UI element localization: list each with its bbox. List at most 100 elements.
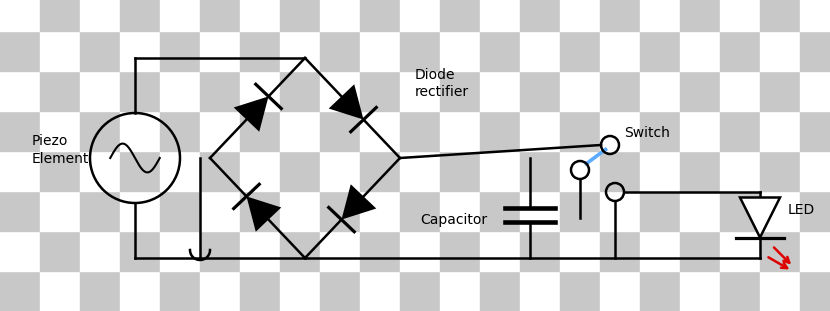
Bar (280, 231, 320, 271)
Bar (200, 151, 240, 191)
Bar (720, 271, 760, 311)
Bar (800, 271, 830, 311)
Bar (360, 71, 400, 111)
Polygon shape (234, 96, 269, 132)
Bar (160, 111, 200, 151)
Bar (280, 31, 320, 71)
Bar (40, 31, 80, 71)
Bar (240, 191, 280, 231)
Bar (160, 0, 200, 31)
Bar (760, 31, 800, 71)
Bar (760, 71, 800, 111)
Bar (720, 231, 760, 271)
Bar (200, 231, 240, 271)
Bar (280, 111, 320, 151)
Bar (160, 191, 200, 231)
Bar (680, 111, 720, 151)
Text: Piezo
Element: Piezo Element (32, 134, 90, 166)
Bar (800, 111, 830, 151)
Bar (760, 111, 800, 151)
Bar (480, 31, 520, 71)
Bar (520, 71, 560, 111)
Bar (160, 231, 200, 271)
Bar (320, 71, 360, 111)
Bar (800, 231, 830, 271)
Bar (680, 231, 720, 271)
Bar (680, 151, 720, 191)
Bar (0, 231, 40, 271)
Bar (120, 71, 160, 111)
Bar (760, 151, 800, 191)
Bar (360, 111, 400, 151)
Bar (560, 71, 600, 111)
Bar (560, 111, 600, 151)
Bar (160, 271, 200, 311)
Text: Capacitor: Capacitor (420, 213, 487, 227)
Bar (80, 191, 120, 231)
Bar (640, 151, 680, 191)
Bar (680, 31, 720, 71)
Bar (40, 191, 80, 231)
Bar (440, 191, 480, 231)
Bar (0, 191, 40, 231)
Bar (560, 31, 600, 71)
Bar (440, 111, 480, 151)
Bar (800, 71, 830, 111)
Bar (360, 31, 400, 71)
Bar (760, 0, 800, 31)
Bar (520, 271, 560, 311)
Bar (640, 271, 680, 311)
Bar (320, 231, 360, 271)
Text: LED: LED (788, 202, 815, 216)
Bar (800, 151, 830, 191)
Bar (0, 71, 40, 111)
Bar (600, 191, 640, 231)
Bar (240, 151, 280, 191)
Bar (80, 71, 120, 111)
Bar (480, 271, 520, 311)
Bar (80, 271, 120, 311)
Bar (760, 191, 800, 231)
Bar (360, 231, 400, 271)
Bar (360, 271, 400, 311)
Bar (200, 191, 240, 231)
Bar (240, 231, 280, 271)
Bar (120, 191, 160, 231)
Bar (120, 271, 160, 311)
Bar (120, 231, 160, 271)
Polygon shape (740, 197, 780, 238)
Bar (520, 231, 560, 271)
Bar (280, 71, 320, 111)
Bar (640, 191, 680, 231)
Polygon shape (341, 184, 376, 220)
Bar (320, 31, 360, 71)
Bar (200, 0, 240, 31)
Bar (40, 111, 80, 151)
Bar (440, 231, 480, 271)
Bar (280, 271, 320, 311)
Bar (320, 111, 360, 151)
Bar (280, 151, 320, 191)
Bar (680, 0, 720, 31)
Bar (760, 271, 800, 311)
Bar (400, 111, 440, 151)
Bar (600, 111, 640, 151)
Bar (480, 231, 520, 271)
Bar (360, 191, 400, 231)
Bar (0, 0, 40, 31)
Text: Diode
rectifier: Diode rectifier (415, 68, 469, 99)
Bar (360, 151, 400, 191)
Bar (480, 71, 520, 111)
Bar (200, 71, 240, 111)
Bar (800, 31, 830, 71)
Bar (80, 0, 120, 31)
Bar (680, 271, 720, 311)
Bar (240, 271, 280, 311)
Bar (400, 0, 440, 31)
Bar (480, 151, 520, 191)
Bar (40, 71, 80, 111)
Bar (200, 271, 240, 311)
Polygon shape (247, 197, 281, 232)
Bar (440, 151, 480, 191)
Bar (720, 31, 760, 71)
